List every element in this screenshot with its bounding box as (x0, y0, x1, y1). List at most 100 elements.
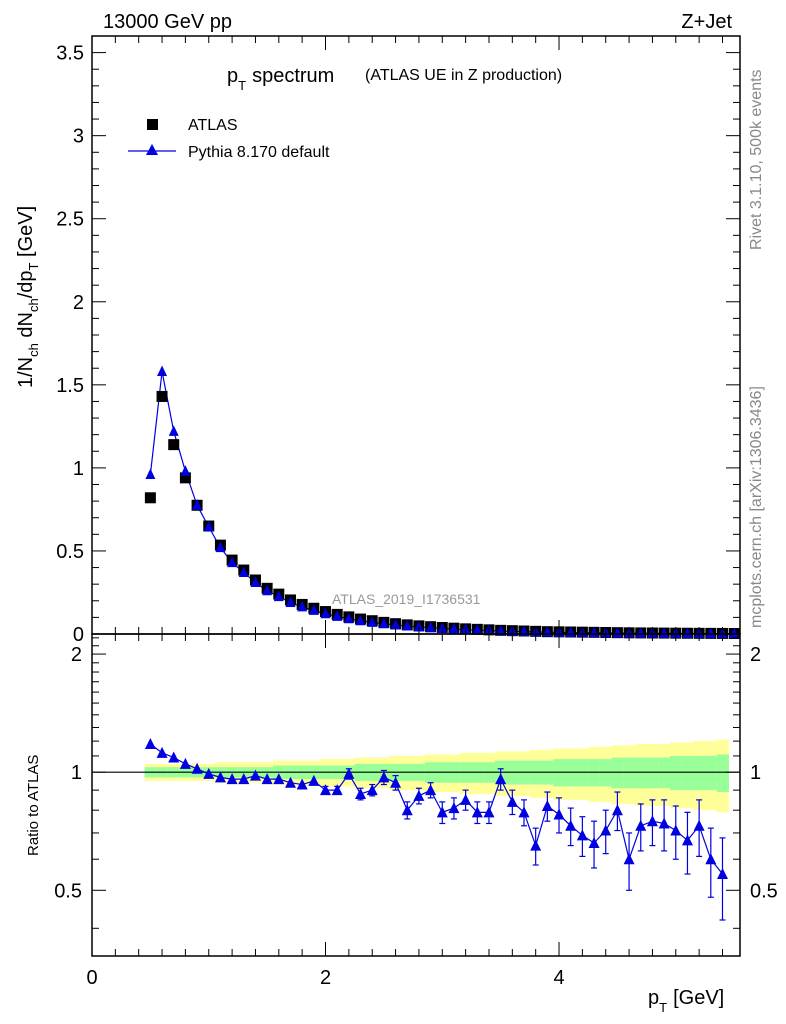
rivet-label: Rivet 3.1.10, 500k events (748, 69, 765, 250)
main-pythia-point (215, 541, 226, 553)
ratio-pythia-point (156, 746, 168, 758)
ratio-pythia-point (495, 773, 507, 785)
ratio-pythia-point (646, 815, 658, 827)
ratio-pythia-point (273, 773, 285, 785)
ratio-pythia-point (366, 784, 378, 796)
main-pythia-point (378, 617, 389, 629)
main-pythia-point (332, 610, 343, 621)
ratio-pythia-point (284, 776, 296, 788)
energy-label: 13000 GeV pp (103, 11, 232, 33)
main-pythia-point (729, 627, 740, 639)
main-atlas-point (168, 439, 180, 451)
ratio-y-tick-label: 0.5 (54, 880, 82, 902)
ratio-y-axis-label: Ratio to ATLAS (25, 755, 42, 856)
ratio-pythia-point (168, 751, 180, 763)
ratio-pythia-point (179, 757, 191, 769)
ratio-band-inner (658, 757, 671, 789)
main-pythia-point (192, 499, 203, 510)
legend-atlas-label: ATLAS (188, 117, 238, 134)
ratio-pythia-point (144, 737, 156, 749)
ratio-pythia-point (413, 789, 425, 801)
ratio-pythia-point (600, 824, 612, 836)
main-pythia-point (402, 620, 413, 631)
main-pythia-point (413, 621, 424, 632)
ratio-y-tick-label-right: 1 (750, 762, 761, 784)
ratio-y-tick-label: 2 (71, 644, 82, 666)
ratio-frame (91, 633, 741, 957)
y-tick-label: 0.5 (56, 541, 84, 563)
ratio-pythia-point (693, 819, 705, 831)
main-pythia-point (145, 468, 156, 480)
main-pythia-point (682, 627, 693, 639)
x-axis-label: pT [GeV] (648, 987, 724, 1015)
y-tick-label: 2.5 (56, 209, 84, 231)
main-pythia-point (297, 600, 308, 612)
main-pythia-point (448, 623, 459, 634)
ratio-pythia-point (203, 767, 215, 779)
ratio-pythia-point (390, 776, 402, 788)
main-pythia-point (308, 604, 319, 615)
ratio-pythia-point (214, 771, 226, 783)
main-pythia-point (355, 614, 366, 626)
ratio-pythia-point (658, 817, 670, 829)
main-pythia-point (495, 625, 506, 636)
ratio-pythia-point (460, 793, 472, 805)
main-pythia-point (262, 584, 273, 596)
main-pythia-point (250, 576, 261, 588)
title-main: spectrum (252, 65, 334, 87)
x-tick-label: 0 (86, 967, 97, 989)
main-pythia-point (320, 607, 331, 619)
main-pythia-point (180, 465, 191, 476)
ratio-band-inner (623, 757, 636, 789)
ratio-pythia-point (553, 808, 565, 820)
main-pythia-point (659, 627, 670, 638)
ratio-pythia-point (530, 839, 542, 851)
main-pythia-point (472, 624, 483, 635)
ratio-pythia-point (576, 829, 588, 841)
main-pythia-point (157, 365, 168, 377)
ratio-pythia-point (296, 778, 308, 790)
main-pythia-point (705, 627, 716, 639)
ratio-pythia-point (448, 802, 460, 814)
ratio-y-tick-label: 1 (71, 762, 82, 784)
ratio-pythia-point (635, 819, 647, 831)
ratio-pythia-point (226, 773, 238, 785)
ratio-plot-panel: 0 2 4 0.5 0.5 1 1 2 2 Ratio to ATLAS pT [GeV] (25, 633, 778, 1015)
ratio-pythia-point (238, 773, 250, 785)
ratio-band-inner (704, 755, 718, 791)
main-atlas-point (144, 492, 156, 504)
main-pythia-point (367, 616, 378, 627)
y-tick-label: 3 (73, 126, 84, 148)
main-pythia-point (425, 621, 436, 633)
ratio-pythia-point (261, 773, 273, 785)
ratio-y-tick-label-right: 0.5 (750, 880, 778, 902)
main-plot-panel: 0 0.5 1 1.5 2 2.5 3 3.5 pT spectrum (ATLAS UE in… (15, 35, 741, 646)
ratio-pythia-point (331, 784, 343, 796)
ratio-band-inner (611, 757, 624, 789)
ratio-pythia-point (249, 769, 261, 781)
legend-pythia-marker (146, 144, 158, 155)
ratio-band-inner (634, 757, 648, 789)
main-pythia-point (612, 627, 623, 638)
ratio-pythia-point (471, 806, 483, 818)
ratio-pythia-point (191, 762, 203, 774)
ratio-pythia-point (541, 799, 553, 811)
ratio-pythia-point (565, 819, 577, 831)
plot-title-suffix: (ATLAS UE in Z production) (365, 67, 562, 84)
ratio-pythia-point (378, 771, 390, 783)
plot-title: pT spectrum (227, 65, 334, 93)
ratio-band-inner (669, 755, 683, 791)
ratio-band-inner (716, 754, 729, 793)
main-pythia-point (285, 596, 296, 607)
main-pythia-point (227, 556, 238, 568)
main-pythia-point (635, 627, 646, 638)
x-axis-unit: [GeV] (673, 987, 724, 1009)
ratio-pythia-point (483, 806, 495, 818)
ratio-pythia-point (343, 767, 355, 779)
ratio-pythia-point (705, 853, 717, 865)
ratio-pythia-point (588, 836, 600, 848)
ratio-pythia-point (670, 824, 682, 836)
main-atlas-point (179, 472, 191, 484)
main-pythia-point (343, 612, 354, 624)
